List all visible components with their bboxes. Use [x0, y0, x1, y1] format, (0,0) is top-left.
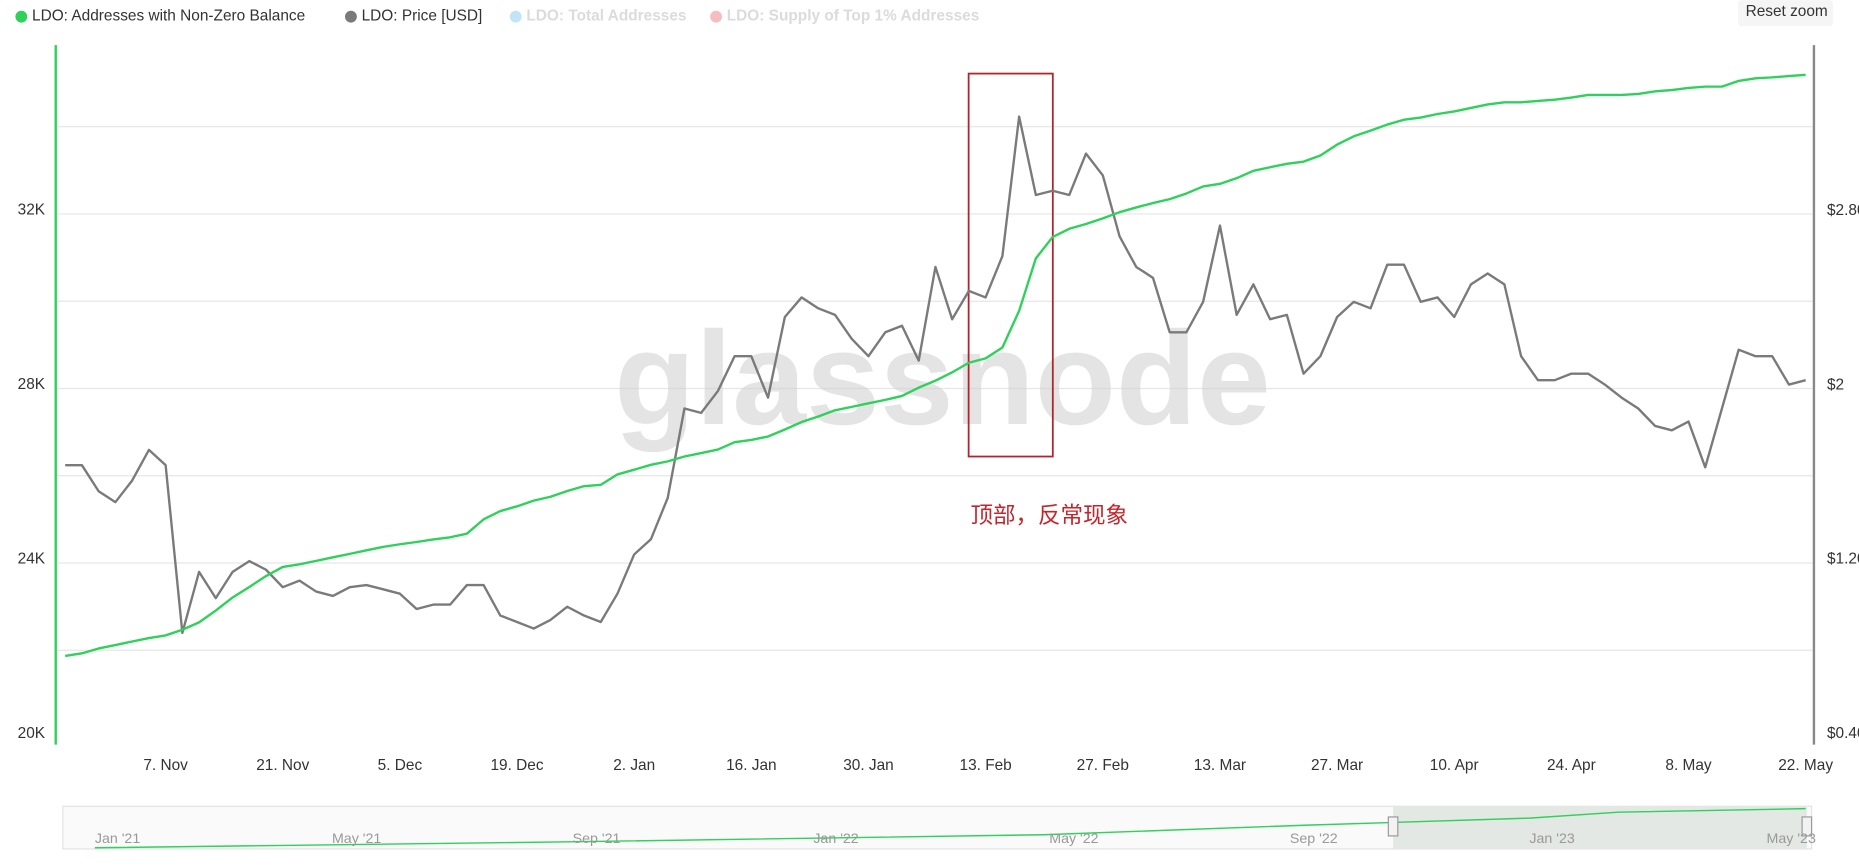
navigator-label: Jan '22: [813, 831, 858, 847]
x-tick-label: 21. Nov: [256, 757, 309, 774]
x-tick-label: 13. Mar: [1194, 757, 1246, 774]
y-tick-label: 28K: [18, 376, 46, 393]
navigator-label: Jan '23: [1529, 831, 1574, 847]
reset-zoom-button[interactable]: [1738, 0, 1833, 27]
legend-item[interactable]: LDO: Supply of Top 1% Addresses: [710, 8, 979, 25]
series-line: [65, 115, 1806, 635]
y2-tick-label: $0.40: [1827, 725, 1859, 742]
navigator-label: May '21: [332, 831, 381, 847]
x-tick-label: 19. Dec: [490, 757, 543, 774]
legend-item[interactable]: LDO: Total Addresses: [509, 8, 687, 25]
navigator-handle[interactable]: [1387, 816, 1399, 837]
y-tick-label: 24K: [18, 551, 46, 568]
navigator-label: Sep '22: [1290, 831, 1338, 847]
x-tick-label: 27. Mar: [1311, 757, 1363, 774]
x-tick-label: 2. Jan: [613, 757, 655, 774]
highlight-box: [967, 72, 1054, 458]
navigator-label: Jan '21: [95, 831, 140, 847]
navigator-label: Sep '21: [573, 831, 621, 847]
reset-zoom[interactable]: Reset zoom: [1746, 3, 1828, 20]
x-tick-label: 27. Feb: [1077, 757, 1129, 774]
x-tick-label: 5. Dec: [378, 757, 423, 774]
y-tick-label: 20K: [18, 725, 46, 742]
x-tick-label: 30. Jan: [843, 757, 894, 774]
legend-swatch: [509, 10, 522, 23]
x-tick-label: 10. Apr: [1430, 757, 1479, 774]
legend-swatch: [15, 10, 28, 23]
navigator-line: [94, 807, 1806, 849]
navigator-handle[interactable]: [1801, 816, 1813, 837]
legend-label: LDO: Addresses with Non-Zero Balance: [32, 8, 305, 25]
legend-item[interactable]: LDO: Addresses with Non-Zero Balance: [15, 8, 305, 25]
watermark: glassnode: [614, 305, 1271, 453]
series-line: [65, 73, 1806, 658]
x-tick-label: 24. Apr: [1547, 757, 1596, 774]
x-tick-label: 7. Nov: [143, 757, 188, 774]
x-tick-label: 16. Jan: [726, 757, 777, 774]
legend-swatch: [345, 10, 357, 23]
x-tick-label: 8. May: [1665, 757, 1712, 774]
annotation: 顶部，反常现象: [970, 503, 1128, 528]
y-tick-label: 32K: [18, 201, 46, 218]
legend-label: LDO: Supply of Top 1% Addresses: [727, 8, 980, 25]
navigator-selection[interactable]: [1393, 806, 1807, 849]
x-tick-label: 13. Feb: [960, 757, 1012, 774]
y2-tick-label: $2.80: [1827, 202, 1859, 219]
y2-tick-label: $2: [1827, 376, 1844, 393]
legend-item[interactable]: LDO: Price [USD]: [345, 8, 482, 25]
navigator-label: May '23: [1767, 831, 1816, 847]
navigator-label: May '22: [1049, 831, 1098, 847]
legend-swatch: [710, 10, 723, 23]
x-tick-label: 22. May: [1778, 757, 1833, 774]
grid: [55, 126, 1814, 651]
legend-label: LDO: Total Addresses: [526, 8, 686, 25]
navigator: [62, 805, 1813, 850]
legend-label: LDO: Price [USD]: [362, 8, 483, 25]
y2-tick-label: $1.20: [1827, 551, 1859, 568]
